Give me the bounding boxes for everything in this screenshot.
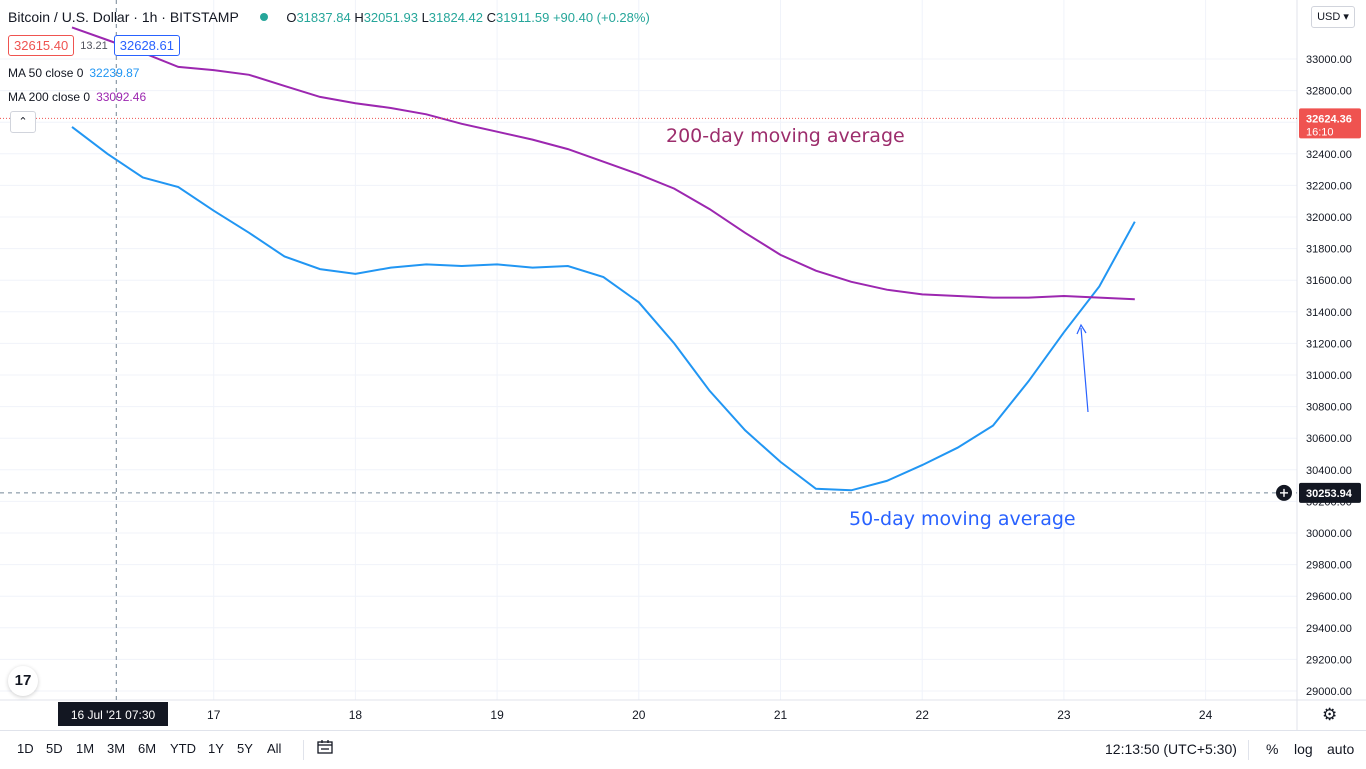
crosshair-price-label: 30253.94 [1306, 488, 1353, 500]
price-tick-label: 31200.00 [1306, 338, 1352, 350]
price-tick-label: 30400.00 [1306, 465, 1352, 477]
annotation-50-day: 50-day moving average [849, 508, 1076, 530]
log-scale-toggle[interactable]: log [1294, 741, 1313, 757]
crosshair-time-label: 16 Jul '21 07:30 [71, 708, 156, 722]
price-tick-label: 29800.00 [1306, 560, 1352, 572]
price-tick-label: 32000.00 [1306, 212, 1352, 224]
timeframe-1d[interactable]: 1D [17, 741, 34, 756]
market-open-icon [260, 13, 269, 21]
gear-icon[interactable]: ⚙ [1322, 705, 1338, 724]
timeframe-1y[interactable]: 1Y [208, 741, 224, 756]
time-tick-label: 17 [207, 708, 221, 722]
arrow-head-icon [1076, 323, 1087, 335]
crosshair-time-badge [58, 702, 168, 726]
change-value: +90.40 (+0.28%) [552, 10, 650, 25]
timeframe-all[interactable]: All [267, 741, 282, 756]
last-price-badge [1299, 108, 1361, 139]
price-tick-label: 29400.00 [1306, 623, 1352, 635]
timeframe-5d[interactable]: 5D [46, 741, 63, 756]
price-tick-label: 30800.00 [1306, 402, 1352, 414]
timeframe-6m[interactable]: 6M [138, 741, 157, 756]
time-tick-label: 24 [1199, 708, 1213, 722]
timeframe-5y[interactable]: 5Y [237, 741, 253, 756]
ohlc-values: O31837.84 H32051.93 L31824.42 C31911.59 … [286, 10, 650, 25]
timeframe-1m[interactable]: 1M [76, 741, 95, 756]
buy-button[interactable]: 32628.61 [113, 35, 180, 56]
price-tick-label: 31000.00 [1306, 370, 1352, 382]
crosshair-price-badge [1299, 482, 1361, 503]
price-tick-label: 29600.00 [1306, 591, 1352, 603]
symbol-title[interactable]: Bitcoin / U.S. Dollar · 1h · BITSTAMP [8, 9, 239, 25]
last-price-label: 32624.36 [1306, 113, 1352, 125]
price-tick-label: 29000.00 [1306, 686, 1352, 698]
price-tick-label: 31400.00 [1306, 307, 1352, 319]
price-tick-label: 33000.00 [1306, 54, 1352, 66]
ma50-legend[interactable]: MA 50 close 0 32239.87 [8, 66, 140, 80]
price-chart[interactable]: 29000.00 29200.00 29400.00 29600.00 29800.00… [0, 0, 1366, 730]
time-tick-label: 18 [349, 708, 363, 722]
price-tick-label: 31800.00 [1306, 244, 1352, 256]
bid-ask-panel: 32615.40 13.21 32628.61 [8, 35, 180, 56]
chevron-up-icon[interactable]: ⌃ [10, 111, 36, 133]
arrow-line [1080, 327, 1089, 413]
clock-timezone[interactable]: 12:13:50 (UTC+5:30) [1105, 741, 1237, 757]
currency-select[interactable]: USD ▾ [1311, 6, 1355, 28]
price-tick-label: 32400.00 [1306, 149, 1352, 161]
time-tick-label: 20 [632, 708, 646, 722]
time-tick-label: 19 [490, 708, 504, 722]
toolbar-divider [1248, 740, 1249, 760]
ma200-line [71, 26, 1135, 301]
sell-button[interactable]: 32615.40 [8, 35, 75, 56]
toolbar-divider [303, 740, 304, 760]
time-tick-label: 23 [1057, 708, 1071, 722]
timeframe-3m[interactable]: 3M [107, 741, 126, 756]
price-tick-label: 32800.00 [1306, 86, 1352, 98]
ma200-legend[interactable]: MA 200 close 0 33092.46 [8, 90, 147, 104]
ma50-line [71, 126, 1136, 492]
time-tick-label: 21 [774, 708, 788, 722]
percent-scale-toggle[interactable]: % [1266, 741, 1279, 757]
spread-value: 13.21 [80, 39, 108, 52]
time-tick-label: 22 [916, 708, 930, 722]
bottom-toolbar: 1D 5D 1M 3M 6M YTD 1Y 5Y All 12:13:50 (U… [0, 730, 1366, 769]
countdown-label: 16:10 [1306, 126, 1334, 138]
price-tick-label: 29200.00 [1306, 654, 1352, 666]
price-tick-label: 32200.00 [1306, 180, 1352, 192]
timeframe-ytd[interactable]: YTD [170, 741, 196, 756]
tradingview-logo-icon[interactable]: 17 [8, 666, 38, 696]
calendar-range-icon[interactable] [317, 740, 333, 754]
price-tick-label: 30000.00 [1306, 528, 1352, 540]
auto-scale-toggle[interactable]: auto [1327, 741, 1355, 757]
symbol-header: Bitcoin / U.S. Dollar · 1h · BITSTAMP O3… [8, 9, 650, 25]
price-tick-label: 31600.00 [1306, 275, 1352, 287]
price-tick-label: 30600.00 [1306, 433, 1352, 445]
annotation-200-day: 200-day moving average [666, 125, 905, 147]
